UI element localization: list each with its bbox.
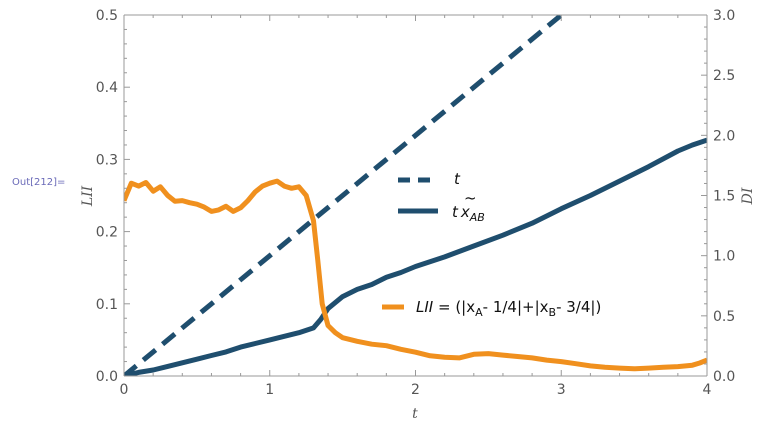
y-left-tick-label: 0.0: [96, 369, 118, 385]
legend-label-t: t: [454, 170, 461, 188]
y-left-tick-label: 0.4: [96, 80, 118, 96]
x-tick-label: 1: [265, 382, 274, 398]
legend-tilde: ~: [464, 189, 477, 207]
x-axis-label: t: [412, 406, 418, 422]
x-tick-label: 4: [703, 382, 712, 398]
y-right-tick-label: 1.0: [713, 249, 735, 265]
x-tick-label: 2: [411, 382, 420, 398]
y-left-tick-label: 0.5: [96, 8, 118, 24]
legend-label-tx: t xAB: [452, 203, 485, 224]
ticks-layer: 0 1 2 3 40.00.10.20.30.40.50.00.51.01.52.02.…: [96, 8, 736, 398]
series-line-0: [124, 15, 563, 376]
legend-entry-lii: LII = (|xA- 1/4|+|xB- 3/4|): [382, 298, 601, 319]
y-left-axis-label: LII: [80, 185, 96, 207]
y-right-tick-label: 0.5: [713, 309, 735, 325]
x-tick-label: 0: [120, 382, 129, 398]
y-left-tick-label: 0.1: [96, 297, 118, 313]
y-left-tick-label: 0.3: [96, 152, 118, 168]
output-cell-label: Out[212]=: [12, 177, 66, 188]
legend-entry-t: t: [398, 170, 461, 188]
y-right-tick-label: 0.0: [713, 369, 735, 385]
legend-entry-tx: t xAB ~: [398, 189, 485, 224]
axes-layer: [123, 14, 708, 377]
series-line-1: [124, 137, 707, 376]
y-right-tick-label: 3.0: [713, 8, 735, 24]
x-tick-label: 3: [557, 382, 566, 398]
series-layer: [124, 15, 707, 376]
series-line-2: [124, 178, 707, 372]
y-left-tick-label: 0.2: [96, 225, 118, 241]
y-right-axis-label: DI: [740, 187, 756, 205]
legend-label-lii: LII = (|xA- 1/4|+|xB- 3/4|): [416, 298, 601, 319]
y-right-tick-label: 2.0: [713, 128, 735, 144]
y-right-tick-label: 2.5: [713, 68, 735, 84]
y-right-tick-label: 1.5: [713, 189, 735, 205]
